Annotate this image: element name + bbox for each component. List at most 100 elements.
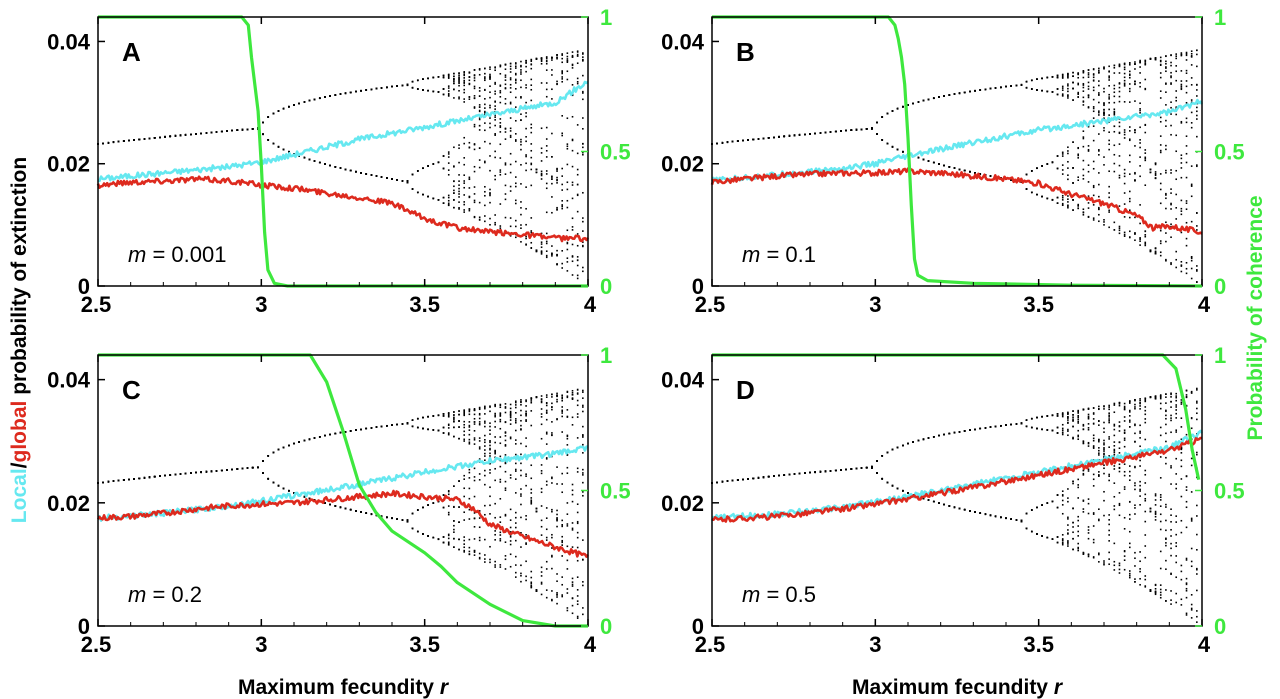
bifurcation-point xyxy=(494,100,496,103)
bifurcation-point xyxy=(1128,209,1131,212)
bifurcation-point xyxy=(1128,73,1131,76)
bifurcation-point xyxy=(447,151,450,153)
bifurcation-point xyxy=(1072,141,1074,143)
bifurcation-point xyxy=(576,233,579,235)
bifurcation-point xyxy=(453,185,455,188)
bifurcation-point xyxy=(881,139,884,141)
bifurcation-point xyxy=(530,184,533,187)
bifurcation-point xyxy=(484,190,486,193)
bifurcation-point xyxy=(514,73,517,76)
bifurcation-point xyxy=(453,72,455,75)
bifurcation-point xyxy=(1165,259,1167,262)
bifurcation-point xyxy=(525,65,527,68)
bifurcation-point xyxy=(1144,157,1147,160)
bifurcation-point xyxy=(453,75,455,78)
bifurcation-point xyxy=(303,101,306,103)
bifurcation-point xyxy=(458,80,460,83)
bifurcation-point xyxy=(551,252,553,255)
bifurcation-point xyxy=(819,132,822,134)
bifurcation-point xyxy=(1082,145,1085,148)
bifurcation-point xyxy=(1139,204,1141,206)
bifurcation-point xyxy=(1067,74,1069,77)
bifurcation-point xyxy=(540,160,543,162)
bifurcation-point xyxy=(514,65,517,68)
bifurcation-diagram xyxy=(97,50,584,280)
bifurcation-point xyxy=(499,91,502,94)
bifurcation-point xyxy=(427,89,429,92)
bifurcation-point xyxy=(1185,202,1188,205)
bifurcation-point xyxy=(1067,146,1069,149)
bifurcation-point xyxy=(509,127,512,130)
bifurcation-point xyxy=(1082,213,1085,216)
bifurcation-point xyxy=(1108,70,1110,73)
bifurcation-point xyxy=(484,204,486,207)
bifurcation-point xyxy=(561,72,564,75)
bifurcation-point xyxy=(190,133,192,136)
bifurcation-point xyxy=(1061,164,1064,166)
bifurcation-point xyxy=(458,201,460,203)
bifurcation-point xyxy=(494,156,496,159)
global-series xyxy=(96,175,590,243)
bifurcation-point xyxy=(1113,229,1116,231)
bifurcation-point xyxy=(566,52,569,54)
bifurcation-point xyxy=(1180,53,1183,56)
bifurcation-point xyxy=(525,84,527,86)
bifurcation-point xyxy=(509,171,512,174)
bifurcation-point xyxy=(1175,70,1178,73)
bifurcation-point xyxy=(427,77,429,80)
bifurcation-point xyxy=(582,117,584,119)
bifurcation-point xyxy=(437,161,440,164)
bifurcation-point xyxy=(489,75,491,77)
bifurcation-point xyxy=(1185,101,1188,104)
migration-label: m = 0.001 xyxy=(128,242,226,267)
bifurcation-point xyxy=(1061,199,1064,201)
bifurcation-point xyxy=(571,165,574,168)
bifurcation-point xyxy=(1175,99,1178,102)
bifurcation-point xyxy=(1180,70,1183,72)
bifurcation-point xyxy=(1134,129,1136,131)
bifurcation-point xyxy=(1056,155,1059,157)
bifurcation-point xyxy=(891,145,894,148)
bifurcation-point xyxy=(1165,104,1167,106)
bifurcation-point xyxy=(1082,159,1085,162)
bifurcation-point xyxy=(484,103,486,106)
bifurcation-point xyxy=(1180,83,1183,86)
bifurcation-point xyxy=(540,172,543,175)
bifurcation-point xyxy=(489,104,491,107)
bifurcation-point xyxy=(370,88,373,91)
bifurcation-point xyxy=(545,57,548,60)
bifurcation-point xyxy=(489,193,491,195)
bifurcation-point xyxy=(494,93,496,95)
bifurcation-point xyxy=(499,227,502,229)
bifurcation-point xyxy=(1118,205,1121,207)
bifurcation-point xyxy=(1144,159,1147,162)
bifurcation-point xyxy=(1123,63,1126,65)
bifurcation-point xyxy=(313,160,316,162)
bifurcation-point xyxy=(1103,164,1105,166)
bifurcation-point xyxy=(1098,195,1100,198)
bifurcation-point xyxy=(520,163,522,166)
bifurcation-point xyxy=(571,260,574,263)
bifurcation-point xyxy=(1123,76,1126,79)
bifurcation-point xyxy=(416,88,419,90)
x-tick-label: 2.5 xyxy=(695,292,726,317)
bifurcation-point xyxy=(241,128,244,131)
bifurcation-point xyxy=(1082,104,1085,106)
bifurcation-point xyxy=(1061,194,1064,197)
bifurcation-point xyxy=(582,56,584,58)
bifurcation-point xyxy=(473,95,476,97)
bifurcation-point xyxy=(922,158,925,161)
bifurcation-point xyxy=(489,77,491,79)
bifurcation-point xyxy=(1118,225,1121,228)
bifurcation-point xyxy=(453,97,455,99)
bifurcation-point xyxy=(1154,172,1157,175)
bifurcation-point xyxy=(530,162,533,165)
bifurcation-point xyxy=(540,243,543,245)
bifurcation-point xyxy=(1092,117,1095,119)
bifurcation-point xyxy=(1159,240,1162,242)
bifurcation-point xyxy=(561,167,564,170)
bifurcation-point xyxy=(545,173,548,175)
bifurcation-point xyxy=(1108,75,1110,77)
bifurcation-point xyxy=(1098,213,1100,216)
